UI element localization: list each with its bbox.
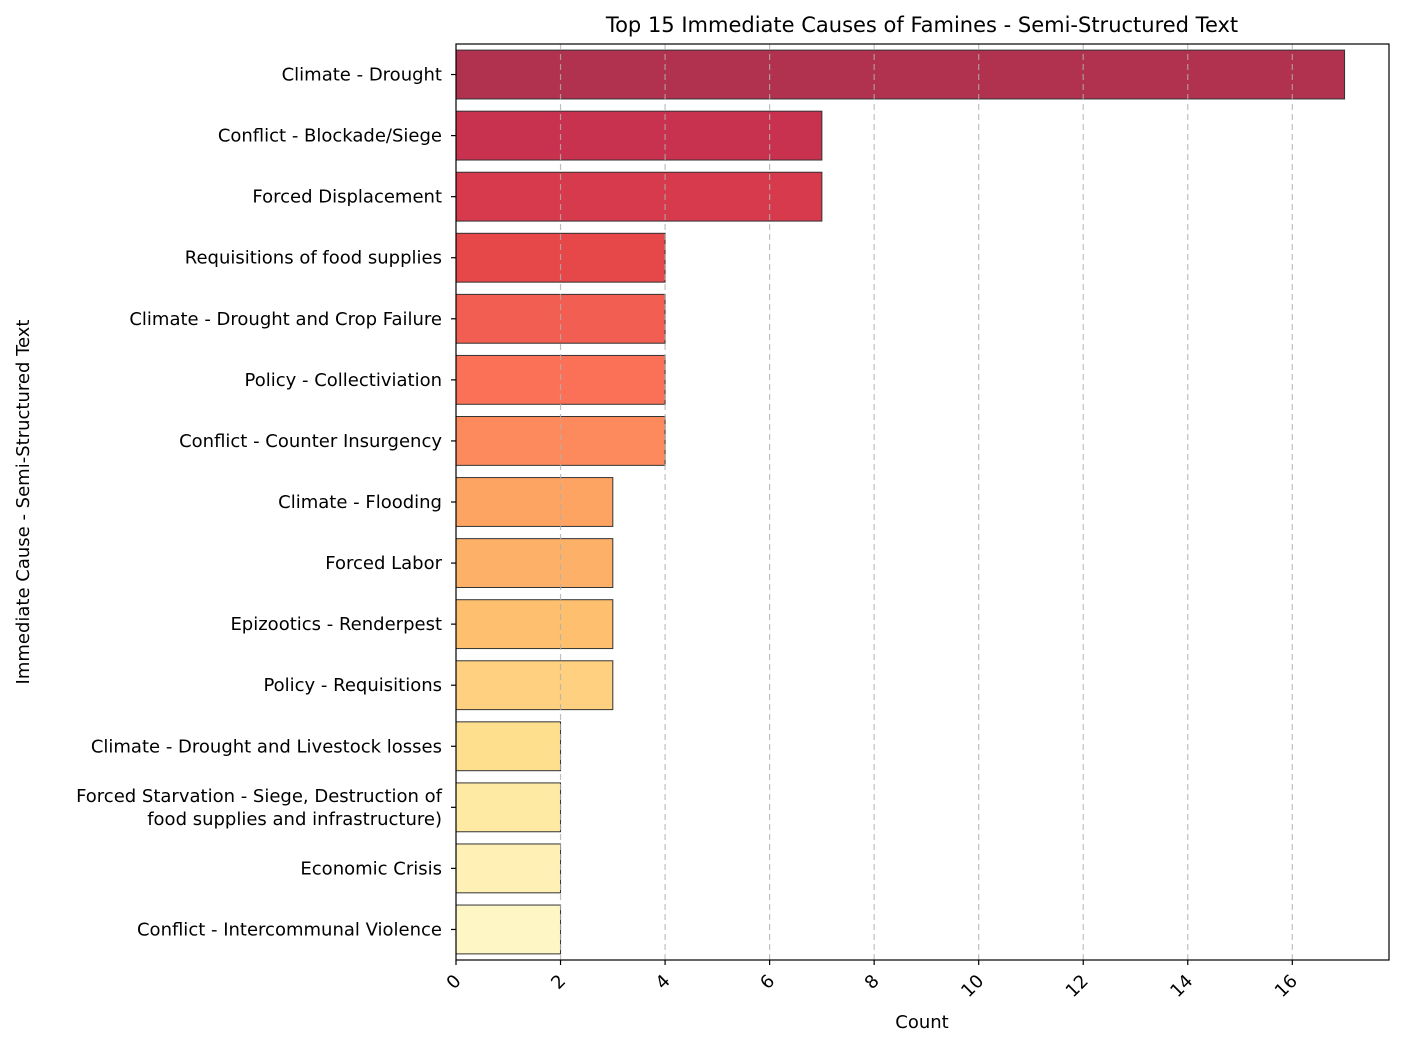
bar [455,110,823,161]
bar [455,904,562,955]
y-axis-label: Immediate Cause - Semi-Structured Text [13,320,34,685]
x-tick-label: 8 [861,971,884,994]
x-tick-label: 6 [756,971,779,994]
y-tick-label: Climate - Drought [282,65,442,86]
x-tick-labels: 0 2 4 6 8 10 12 14 16 [443,960,1302,1002]
bar [455,599,614,650]
x-tick-label: 12 [1062,971,1093,1002]
x-axis-label: Count [895,1012,948,1033]
grid-lines [559,44,1293,960]
chart-title: Top 15 Immediate Causes of Famines - Sem… [605,13,1238,37]
x-tick-label: 10 [957,971,988,1002]
y-tick-label: Epizootics - Renderpest [230,614,442,635]
y-tick-label: Conflict - Blockade/Siege [218,126,442,147]
bar [455,660,614,711]
bar [455,171,823,222]
plot-frame [455,43,1390,961]
y-tick-label: Policy - Requisitions [263,675,442,696]
x-tick-label: 4 [652,971,675,994]
y-tick-label: Climate - Drought and Crop Failure [129,309,442,330]
x-tick-label: 14 [1166,971,1197,1002]
bar [455,49,1346,100]
y-tick-labels: Climate - Drought Conflict - Blockade/Sie… [76,65,456,940]
y-tick-label: Requisitions of food supplies [185,248,442,269]
y-tick-label: Forced Labor [325,553,442,574]
bar [455,538,614,588]
bar [455,782,562,833]
y-tick-label: Conflict - Intercommunal Violence [137,919,442,940]
y-tick-label: Policy - Collectiviation [245,370,443,391]
y-tick-label: Conflict - Counter Insurgency [179,431,442,452]
bar [455,721,562,772]
y-tick-label: Economic Crisis [300,858,442,879]
x-tick-label: 0 [443,971,466,994]
y-tick-label: Forced Displacement [252,187,442,208]
y-tick-label: Climate - Flooding [278,492,442,513]
x-tick-label: 2 [547,971,570,994]
bars-group [455,49,1346,955]
bar [455,477,614,527]
y-tick-label: Climate - Drought and Livestock losses [91,736,442,757]
y-tick-label: Forced Starvation - Siege, Destruction o… [76,786,443,830]
bar [455,843,562,894]
x-tick-label: 16 [1271,971,1302,1002]
